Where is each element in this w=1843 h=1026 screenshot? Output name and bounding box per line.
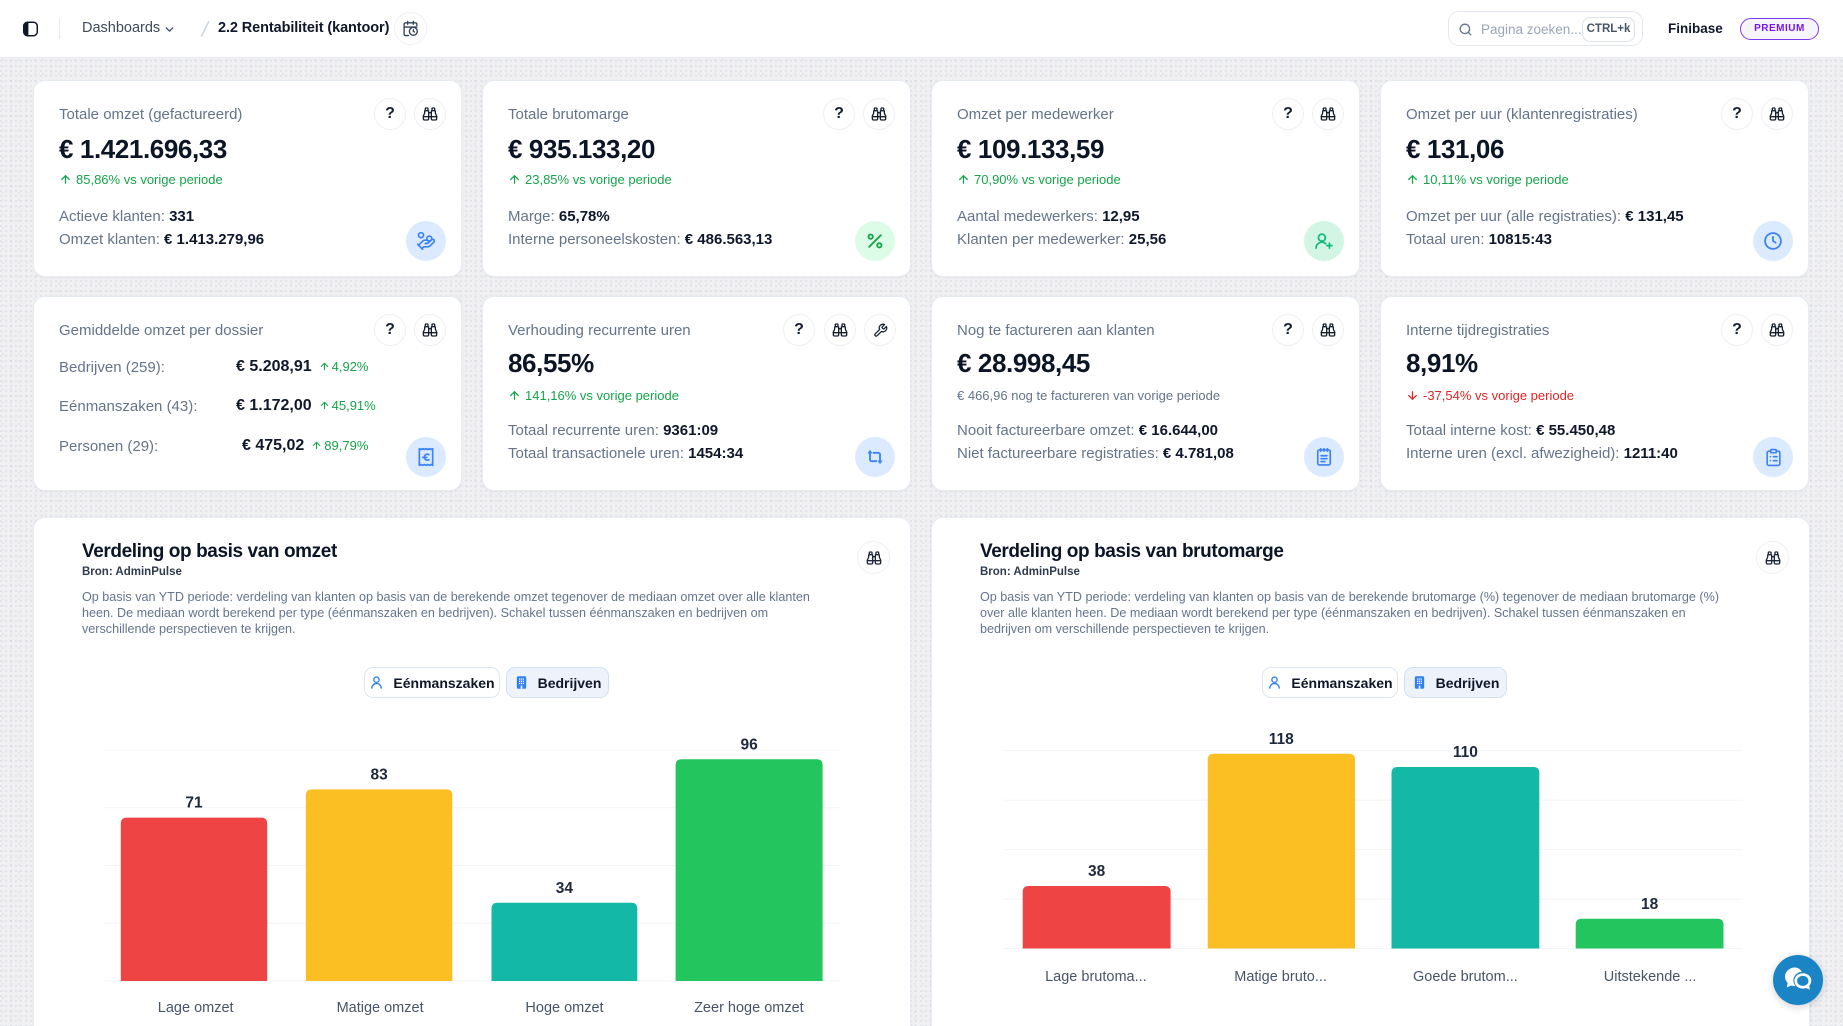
svg-text:118: 118	[1269, 731, 1294, 748]
svg-text:83: 83	[370, 766, 388, 783]
svg-text:Lage omzet: Lage omzet	[158, 1000, 234, 1016]
svg-text:34: 34	[556, 880, 574, 897]
svg-text:96: 96	[740, 736, 758, 753]
svg-text:Zeer hoge omzet: Zeer hoge omzet	[694, 1000, 804, 1016]
svg-text:Hoge omzet: Hoge omzet	[525, 1000, 603, 1016]
svg-text:Uitstekende ...: Uitstekende ...	[1604, 969, 1697, 985]
svg-text:Matige bruto...: Matige bruto...	[1234, 969, 1327, 985]
svg-text:Matige omzet: Matige omzet	[337, 1000, 424, 1016]
svg-text:Goede brutom...: Goede brutom...	[1413, 969, 1518, 985]
svg-text:38: 38	[1088, 863, 1106, 880]
svg-text:110: 110	[1453, 744, 1478, 761]
svg-text:71: 71	[185, 795, 203, 812]
svg-text:18: 18	[1641, 896, 1659, 913]
svg-text:Lage brutoma...: Lage brutoma...	[1045, 969, 1147, 985]
